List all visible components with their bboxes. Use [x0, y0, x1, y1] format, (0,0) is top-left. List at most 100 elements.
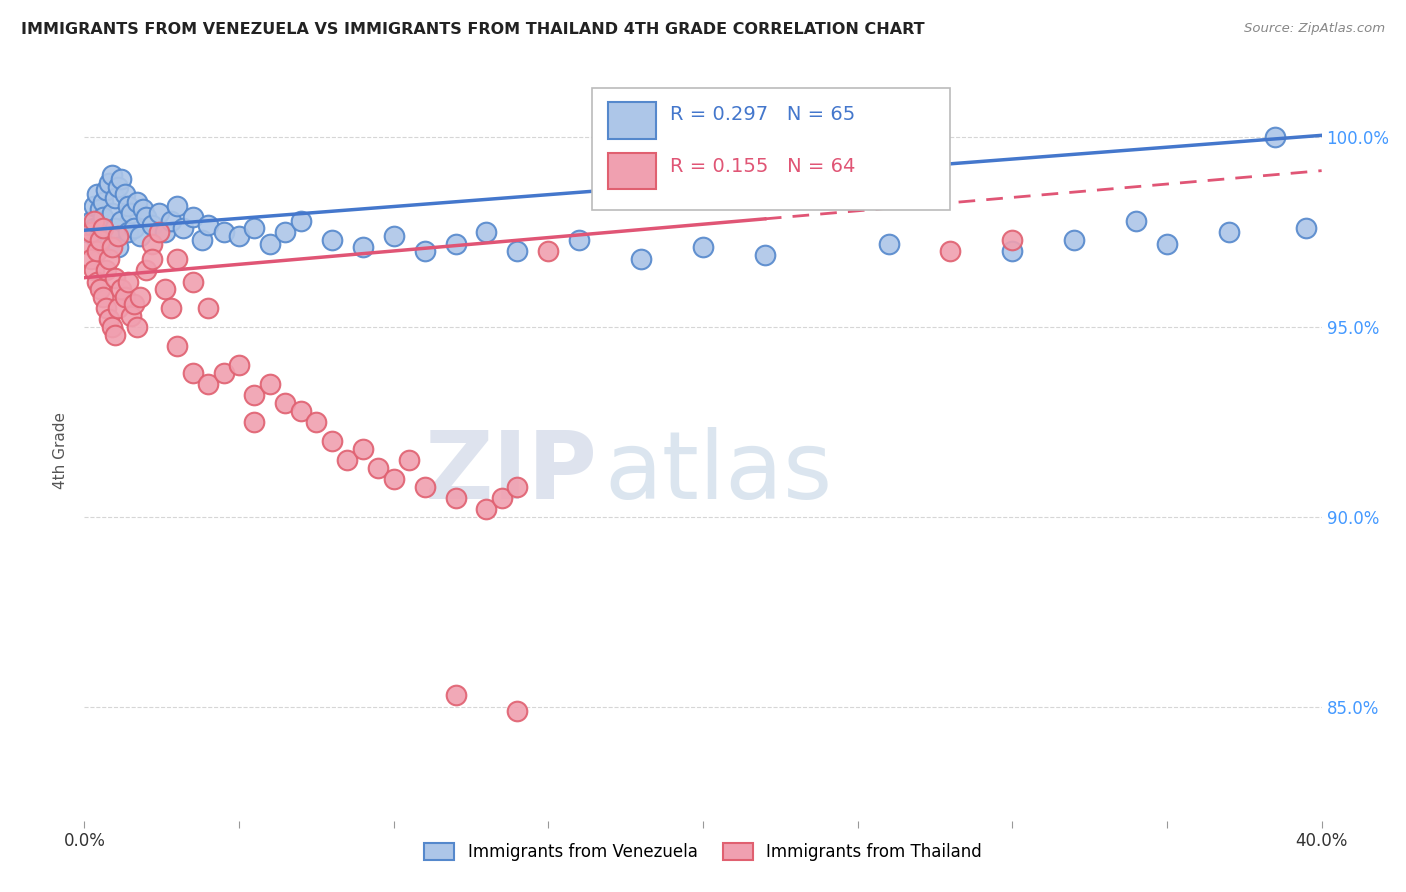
Point [120, 309, 142, 323]
Point [321, 233, 343, 247]
Point [125, 194, 148, 209]
Point [290, 213, 312, 227]
Point [259, 377, 281, 392]
Point [101, 168, 124, 182]
Point [491, 491, 513, 505]
Point [153, 225, 176, 239]
Point [413, 479, 436, 493]
Point [91, 194, 114, 209]
Point [166, 252, 188, 266]
Point [91, 290, 114, 304]
Point [129, 229, 152, 244]
Point [107, 229, 129, 244]
Point [181, 210, 204, 224]
Point [86, 244, 108, 259]
Point [141, 236, 163, 251]
Point [754, 248, 776, 262]
Point [537, 244, 560, 259]
Point [321, 434, 343, 448]
Point [243, 221, 266, 235]
Point [135, 210, 157, 224]
Point [107, 301, 129, 315]
Point [98, 236, 121, 251]
FancyBboxPatch shape [592, 87, 950, 210]
Point [86, 233, 108, 247]
Point [104, 327, 127, 342]
Point [104, 191, 127, 205]
Point [83, 221, 105, 235]
Text: ZIP: ZIP [425, 426, 598, 518]
Point [568, 233, 591, 247]
Point [1063, 233, 1085, 247]
Point [94, 263, 117, 277]
Point [141, 252, 163, 266]
Point [89, 202, 111, 217]
Point [475, 225, 498, 239]
Y-axis label: 4th Grade: 4th Grade [53, 412, 69, 489]
Point [122, 221, 145, 235]
Point [148, 225, 170, 239]
Point [101, 240, 124, 254]
Point [506, 704, 529, 718]
Point [166, 198, 188, 212]
Point [197, 301, 219, 315]
Point [1218, 225, 1240, 239]
Point [692, 240, 714, 254]
Point [475, 502, 498, 516]
Point [89, 218, 111, 232]
Point [104, 270, 127, 285]
Text: IMMIGRANTS FROM VENEZUELA VS IMMIGRANTS FROM THAILAND 4TH GRADE CORRELATION CHAR: IMMIGRANTS FROM VENEZUELA VS IMMIGRANTS … [21, 22, 925, 37]
Point [101, 206, 124, 220]
Point [125, 320, 148, 334]
Point [274, 225, 297, 239]
Point [79, 252, 101, 266]
Text: R = 0.155   N = 64: R = 0.155 N = 64 [669, 156, 855, 176]
Point [398, 453, 420, 467]
Point [290, 403, 312, 417]
Point [117, 225, 139, 239]
Point [1295, 221, 1317, 235]
Point [352, 240, 374, 254]
Point [83, 198, 105, 212]
Text: R = 0.297   N = 65: R = 0.297 N = 65 [669, 104, 855, 124]
Point [117, 275, 139, 289]
Point [228, 358, 250, 372]
Point [382, 229, 405, 244]
Point [89, 233, 111, 247]
Point [148, 206, 170, 220]
Point [367, 460, 389, 475]
Point [172, 221, 194, 235]
Point [1001, 233, 1024, 247]
Point [132, 202, 155, 217]
Point [160, 301, 183, 315]
Point [110, 213, 132, 227]
Point [1001, 244, 1024, 259]
Point [243, 415, 266, 429]
Point [107, 240, 129, 254]
Point [181, 366, 204, 380]
Point [197, 218, 219, 232]
Point [506, 479, 529, 493]
Point [114, 187, 136, 202]
Point [91, 210, 114, 224]
Point [110, 282, 132, 296]
Point [110, 172, 132, 186]
Point [107, 179, 129, 194]
Point [413, 244, 436, 259]
Point [76, 225, 98, 239]
Point [1264, 130, 1286, 145]
Point [141, 218, 163, 232]
Point [197, 377, 219, 392]
Point [83, 263, 105, 277]
Text: Source: ZipAtlas.com: Source: ZipAtlas.com [1244, 22, 1385, 36]
Point [444, 689, 467, 703]
Point [506, 244, 529, 259]
Point [101, 320, 124, 334]
Point [120, 206, 142, 220]
Point [153, 282, 176, 296]
Point [114, 290, 136, 304]
Point [91, 221, 114, 235]
Point [122, 297, 145, 311]
Point [86, 275, 108, 289]
FancyBboxPatch shape [607, 153, 657, 189]
